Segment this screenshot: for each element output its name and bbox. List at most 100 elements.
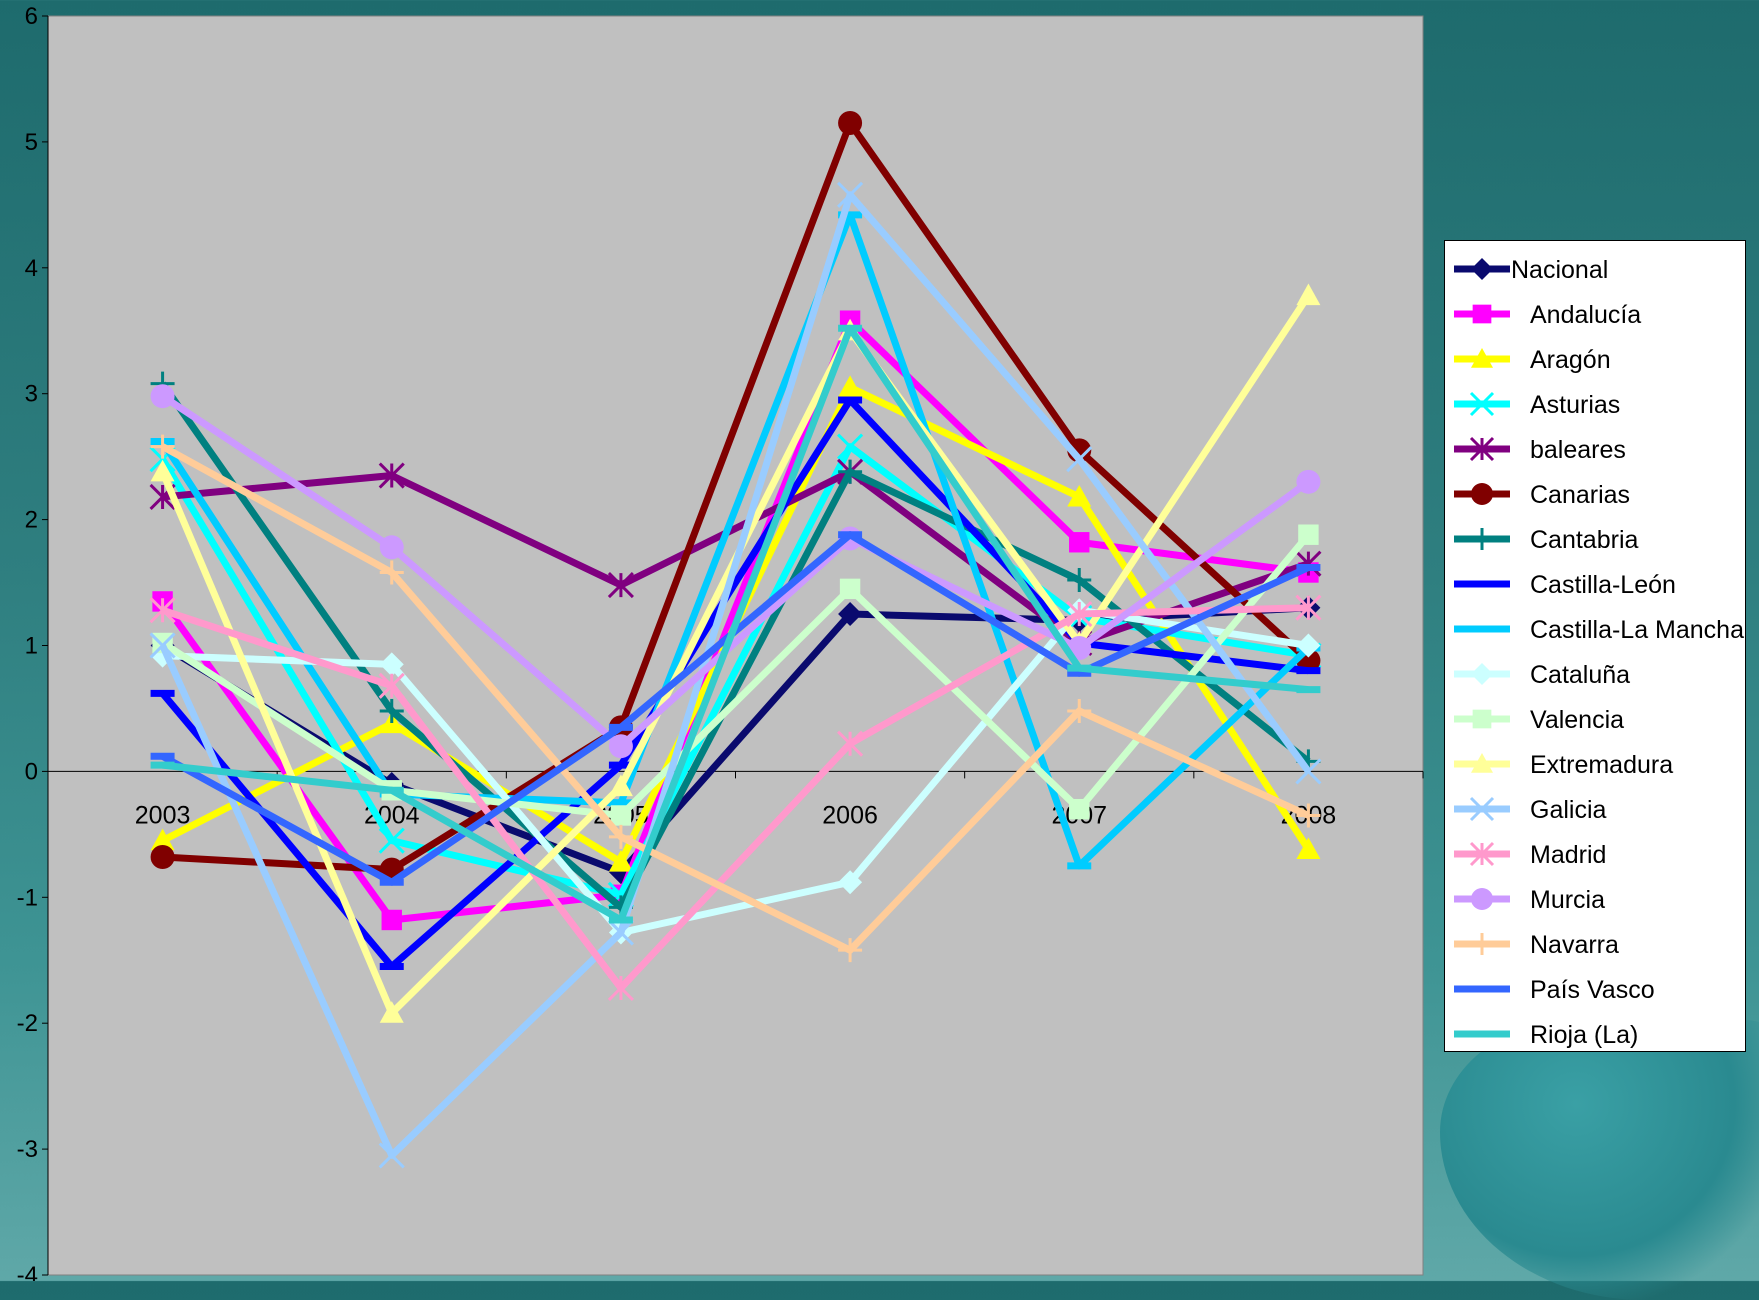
data-point: [1471, 348, 1493, 368]
y-tick-label: 5: [25, 129, 38, 156]
data-point: [838, 938, 863, 963]
data-point: [1469, 436, 1495, 462]
series-line: [162, 324, 1309, 924]
data-point: [149, 597, 176, 624]
legend-swatch: [1454, 625, 1510, 633]
data-point: [608, 850, 633, 872]
legend-label: Aragón: [1530, 346, 1611, 374]
legend-label: baleares: [1530, 436, 1626, 464]
legend-item: Extremadura: [1445, 744, 1745, 784]
y-tick-label: -2: [17, 1010, 38, 1037]
data-point: [1296, 469, 1321, 494]
legend-label: Nacional: [1511, 256, 1609, 284]
data-point: [1296, 283, 1321, 306]
legend-swatch: [1454, 888, 1510, 910]
data-point: [838, 375, 863, 398]
y-tick-label: 4: [25, 255, 38, 282]
data-point: [1069, 532, 1090, 553]
data-point: [1471, 483, 1493, 505]
legend-label: Asturias: [1530, 391, 1621, 419]
series-line: [161, 604, 1309, 992]
y-tick-label: 2: [25, 507, 38, 534]
data-point: [149, 632, 176, 659]
series-line: [160, 532, 1312, 819]
data-point: [1296, 837, 1321, 860]
data-point: [838, 602, 863, 627]
legend-label: Navarra: [1530, 931, 1619, 959]
data-point: [150, 828, 175, 851]
legend-label: Rioja (La): [1530, 1021, 1639, 1049]
data-point: [838, 870, 863, 895]
series-line: [159, 191, 1312, 1159]
y-tick-label: 1: [25, 633, 38, 660]
data-point: [1469, 841, 1495, 867]
data-point: [1295, 758, 1322, 785]
y-tick-label: 3: [25, 381, 38, 408]
legend-item: País Vasco: [1445, 969, 1745, 1009]
legend-label: Castilla-León: [1530, 571, 1676, 599]
data-point: [1296, 803, 1321, 828]
legend-swatch: [1454, 391, 1510, 417]
legend-swatch: [1454, 753, 1510, 773]
legend-label: Castilla-La Mancha: [1530, 616, 1744, 644]
legend-item: Madrid: [1445, 834, 1745, 874]
legend-label: Galicia: [1530, 796, 1607, 824]
data-point: [608, 774, 633, 797]
legend-label: Andalucía: [1530, 301, 1642, 329]
legend-item: Cantabria: [1445, 519, 1745, 559]
legend-label: Canarias: [1530, 481, 1631, 509]
legend-swatch: [1454, 985, 1510, 993]
legend-swatch: [1454, 663, 1510, 685]
legend-swatch: [1454, 709, 1510, 729]
data-point: [839, 578, 861, 600]
data-point: [378, 827, 405, 854]
data-point: [379, 535, 404, 560]
legend-item: Castilla-León: [1445, 564, 1745, 604]
legend-item: Andalucía: [1445, 294, 1745, 334]
legend-swatch: [1454, 304, 1510, 324]
data-point: [1472, 709, 1492, 729]
data-point: [838, 459, 863, 484]
data-point: [1471, 528, 1493, 550]
legend-swatch: [1454, 528, 1510, 550]
data-point: [1471, 663, 1493, 685]
series-line: [162, 468, 1310, 647]
data-point: [152, 632, 173, 654]
series-line: [160, 393, 1311, 750]
data-point: [607, 572, 634, 599]
data-point: [608, 824, 633, 849]
data-point: [837, 433, 864, 460]
legend-item: Cataluña: [1445, 654, 1745, 694]
data-point: [1469, 391, 1495, 417]
legend-swatch: [1454, 841, 1510, 867]
data-point: [1471, 753, 1493, 773]
legend-label: Valencia: [1530, 706, 1625, 734]
data-point: [150, 459, 175, 482]
y-tick-label: -1: [17, 884, 38, 911]
data-point: [378, 462, 405, 489]
data-point: [1469, 796, 1495, 822]
legend-item: Galicia: [1445, 789, 1745, 829]
data-point: [379, 652, 404, 677]
x-tick-label: 2003: [135, 801, 191, 829]
legend-item: Navarra: [1445, 924, 1745, 964]
legend-swatch: [1454, 258, 1510, 280]
legend-item: Castilla-La Mancha: [1445, 609, 1745, 649]
legend-item: Nacional: [1445, 249, 1745, 289]
y-tick-label: 6: [25, 3, 38, 30]
data-point: [1069, 798, 1090, 820]
series-madrid: [149, 594, 1322, 1002]
legend-label: Madrid: [1530, 841, 1607, 869]
data-point: [1067, 568, 1092, 593]
data-point: [1066, 446, 1093, 473]
data-point: [1067, 698, 1092, 723]
series-rioja-la-: [150, 324, 1321, 924]
data-point: [150, 384, 175, 409]
legend-item: Murcia: [1445, 879, 1745, 919]
legend-swatch: [1454, 796, 1510, 822]
data-point: [1298, 524, 1319, 545]
legend-item: baleares: [1445, 429, 1745, 469]
data-point: [1295, 594, 1322, 621]
data-point: [610, 805, 632, 826]
